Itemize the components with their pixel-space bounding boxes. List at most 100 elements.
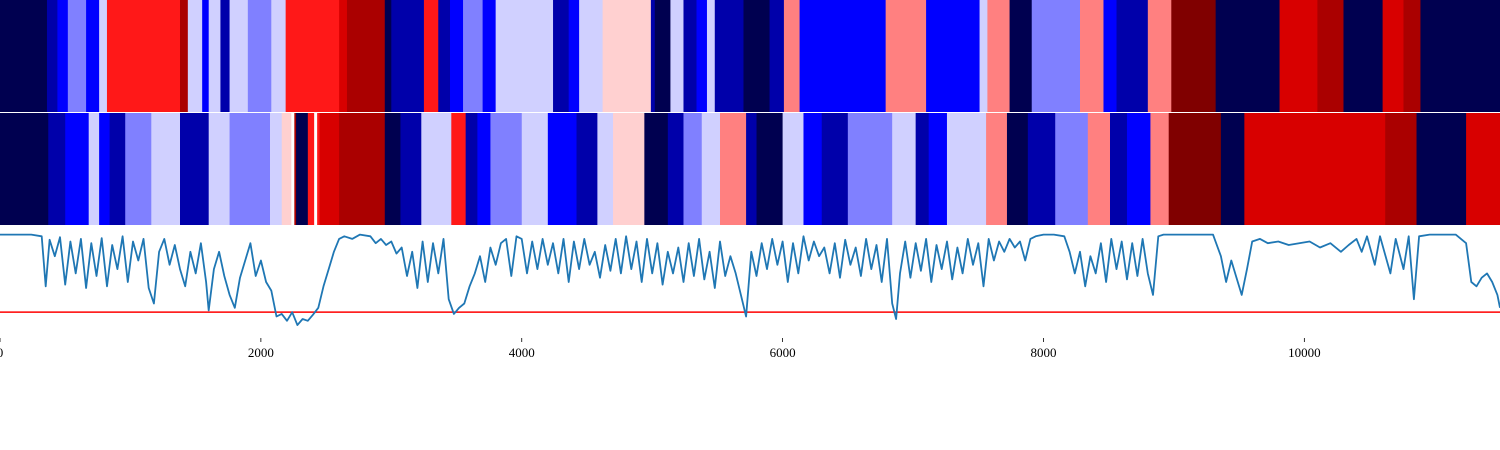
heatmap-cell — [220, 0, 230, 112]
heatmap-cell — [521, 113, 549, 225]
heatmap-row-2 — [0, 113, 1500, 225]
heatmap-cell — [1382, 0, 1404, 112]
heatmap-cell — [667, 113, 684, 225]
heatmap-cell — [892, 113, 917, 225]
heatmap-cell — [720, 113, 747, 225]
heatmap-cell — [613, 113, 645, 225]
heatmap-cell — [832, 0, 887, 112]
heatmap-cell — [490, 113, 523, 225]
heatmap-cell — [987, 0, 1010, 112]
heatmap-cell — [67, 0, 87, 112]
heatmap-cell — [1126, 113, 1151, 225]
heatmap-cell — [86, 0, 100, 112]
heatmap-cell — [1103, 0, 1117, 112]
heatmap-cell — [1168, 113, 1222, 225]
heatmap-cell — [125, 113, 152, 225]
heatmap-cell — [46, 0, 58, 112]
heatmap-cell — [482, 0, 497, 112]
heatmap-cell — [799, 0, 833, 112]
heatmap-cell — [421, 113, 452, 225]
heatmap-cell — [746, 113, 757, 225]
heatmap-cell — [285, 0, 340, 112]
heatmap-cell — [1087, 113, 1111, 225]
heatmap-cell — [1006, 113, 1029, 225]
heatmap-cell — [270, 113, 283, 225]
heatmap-cell — [928, 113, 948, 225]
heatmap-cell — [180, 113, 210, 225]
heatmap-cell — [576, 113, 598, 225]
heatmap-cell — [644, 113, 669, 225]
heatmap-cell — [495, 0, 554, 112]
heatmap-cell — [547, 113, 577, 225]
heatmap-cell — [650, 0, 656, 112]
heatmap-cell — [986, 113, 1008, 225]
heatmap-cell — [1171, 0, 1217, 112]
x-tick-label: 2000 — [248, 345, 274, 360]
heatmap-cell — [180, 0, 189, 112]
line-panel — [0, 226, 1500, 338]
heatmap-cell — [391, 0, 425, 112]
heatmap-cell — [1150, 113, 1170, 225]
heatmap-cell — [670, 0, 684, 112]
heatmap-cell — [1403, 0, 1421, 112]
heatmap-cell — [1416, 113, 1467, 225]
heatmap-cell — [1244, 113, 1386, 225]
heatmap-cell — [384, 113, 401, 225]
heatmap-cell — [271, 0, 287, 112]
heatmap-gap — [314, 113, 318, 225]
heatmap-cell — [769, 0, 785, 112]
heatmap-cell — [451, 113, 467, 225]
heatmap-cell — [683, 113, 703, 225]
heatmap-cell — [307, 113, 320, 225]
heatmap-cell — [109, 113, 126, 225]
heatmap-cell — [208, 0, 221, 112]
heatmap-cell — [979, 0, 988, 112]
heatmap-cell — [1110, 113, 1128, 225]
heatmap-cell — [0, 0, 48, 112]
heatmap-cell — [1009, 0, 1033, 112]
heatmap-cell — [463, 0, 484, 112]
heatmap-cell — [803, 113, 823, 225]
heatmap-cell — [1385, 113, 1417, 225]
heatmap-cell — [296, 113, 309, 225]
heatmap-cell — [450, 0, 464, 112]
heatmap-cell — [48, 113, 66, 225]
heatmap-cell — [1027, 113, 1056, 225]
heatmap-cell — [1343, 0, 1384, 112]
heatmap-cell — [1031, 0, 1081, 112]
heatmap-cell — [782, 113, 804, 225]
heatmap-cell — [847, 113, 893, 225]
heatmap-row-1 — [0, 0, 1500, 112]
heatmap-cell — [99, 113, 110, 225]
heatmap-cell — [339, 0, 348, 112]
heatmap-cell — [247, 0, 272, 112]
heatmap-cell — [346, 0, 386, 112]
heatmap-cell — [151, 113, 181, 225]
heatmap-cell — [654, 0, 671, 112]
heatmap-cell — [229, 113, 271, 225]
heatmap-cell — [915, 113, 930, 225]
heatmap-cell — [701, 113, 721, 225]
heatmap-cell — [1147, 0, 1172, 112]
heatmap-cell — [281, 113, 294, 225]
heatmap-cell — [821, 113, 849, 225]
heatmap-cell — [0, 113, 49, 225]
heatmap-cell — [400, 113, 422, 225]
heatmap-cell — [885, 0, 927, 112]
heatmap-cell — [1215, 0, 1280, 112]
x-tick-label: 8000 — [1030, 345, 1056, 360]
heatmap-cell — [1080, 0, 1104, 112]
heatmap-cell — [187, 0, 203, 112]
heatmap-cell — [293, 113, 297, 225]
heatmap-cell — [57, 0, 69, 112]
heatmap-cell — [706, 0, 716, 112]
heatmap-cell — [1420, 0, 1500, 112]
heatmap-cell — [229, 0, 249, 112]
heatmap-cell — [743, 0, 770, 112]
heatmap-cell — [65, 113, 90, 225]
x-tick-label: 6000 — [770, 345, 796, 360]
heatmap-cell — [423, 0, 439, 112]
series-line — [0, 233, 1500, 326]
heatmap-cell — [99, 0, 108, 112]
heatmap-cell — [438, 0, 451, 112]
